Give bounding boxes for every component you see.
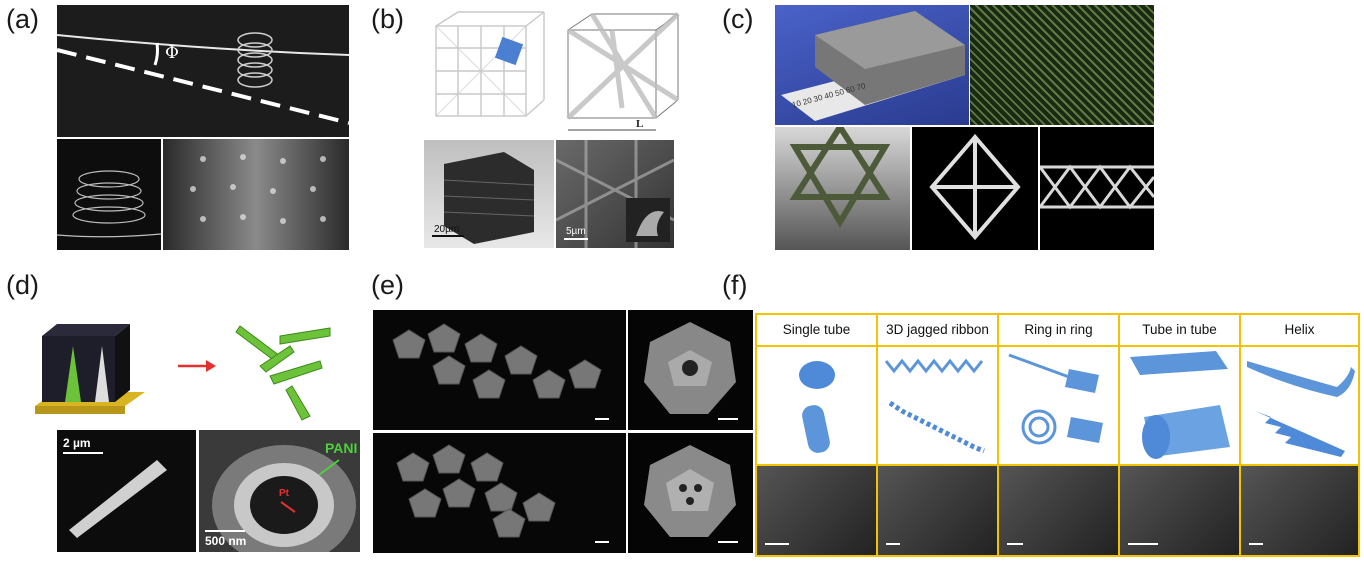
panel-b-sem-right: 5µm <box>556 140 674 248</box>
column-jagged-ribbon: 3D jagged ribbon <box>878 315 999 555</box>
panel-f-table: Single tube 3D jagged ribbon Ring in rin… <box>755 313 1360 557</box>
header-single-tube: Single tube <box>757 315 876 347</box>
scale-bar-e-1 <box>595 418 609 420</box>
sem-jagged-ribbon <box>878 466 997 555</box>
column-tube-in-tube: Tube in tube <box>1120 315 1241 555</box>
scale-bar-b-right <box>564 238 588 240</box>
label-c: (c) <box>722 4 754 34</box>
pt-label: Pt <box>279 488 289 499</box>
column-ring-in-ring: Ring in ring <box>999 315 1120 555</box>
sem-tube-in-tube <box>1120 466 1239 555</box>
scale-bar-e-2 <box>718 418 738 420</box>
panel-d-sem-tube: PANI Pt 500 nm <box>199 430 360 552</box>
header-ring-in-ring: Ring in ring <box>999 315 1118 347</box>
scale-text-5um: 5µm <box>566 226 586 237</box>
sem-ring-in-ring <box>999 466 1118 555</box>
panel-b-sem-left: 20µm <box>424 140 554 248</box>
panel-b-lattice-render <box>420 8 548 130</box>
scale-bar-d-bottom <box>205 530 245 532</box>
label-a: (a) <box>6 4 39 34</box>
panel-c-octet-photo-2 <box>912 127 1038 250</box>
header-jagged-ribbon: 3D jagged ribbon <box>878 315 997 347</box>
label-d: (d) <box>6 270 39 300</box>
label-e: (e) <box>371 270 404 300</box>
scale-bar-d-top <box>63 452 103 454</box>
panel-a-top-photo: Φ <box>57 5 349 137</box>
label-b: (b) <box>371 4 404 34</box>
sem-single-tube <box>757 466 876 555</box>
label-f: (f) <box>722 270 748 300</box>
header-tube-in-tube: Tube in tube <box>1120 315 1239 347</box>
panel-c-octet-photo-1 <box>775 127 910 250</box>
fiber-coil-illustration <box>57 32 349 125</box>
panel-e-net-top <box>373 310 626 430</box>
scale-text-2um: 2 µm <box>63 436 91 450</box>
panel-a-coils-photo <box>57 139 161 250</box>
panel-e-dodeca-bottom <box>628 433 753 553</box>
panel-b-unit-cell: L <box>562 8 682 136</box>
pani-label: PANI <box>325 440 358 456</box>
scale-bar-e-3 <box>595 541 609 543</box>
header-helix: Helix <box>1241 315 1358 347</box>
scale-bar-b-left <box>432 235 464 237</box>
scale-text-20um: 20µm <box>434 224 460 235</box>
panel-a-tube-photo <box>163 139 349 250</box>
panel-d-sem-cone: 2 µm <box>57 430 196 552</box>
angle-phi-label: Φ <box>165 43 179 63</box>
sem-helix <box>1241 466 1358 555</box>
panel-d-schematic <box>30 306 360 428</box>
dimension-label-l: L <box>636 118 644 130</box>
column-single-tube: Single tube <box>757 315 878 555</box>
panel-c-micro-mesh <box>970 5 1154 125</box>
scale-text-500nm: 500 nm <box>205 534 247 548</box>
panel-c-lattice-photo <box>1040 127 1154 250</box>
panel-e-dodeca-top <box>628 310 753 430</box>
column-helix: Helix <box>1241 315 1358 555</box>
panel-e-net-bottom <box>373 433 626 553</box>
scale-bar-e-4 <box>718 541 738 543</box>
panel-c-block-photo: 10 20 30 40 50 60 70 <box>775 5 969 125</box>
